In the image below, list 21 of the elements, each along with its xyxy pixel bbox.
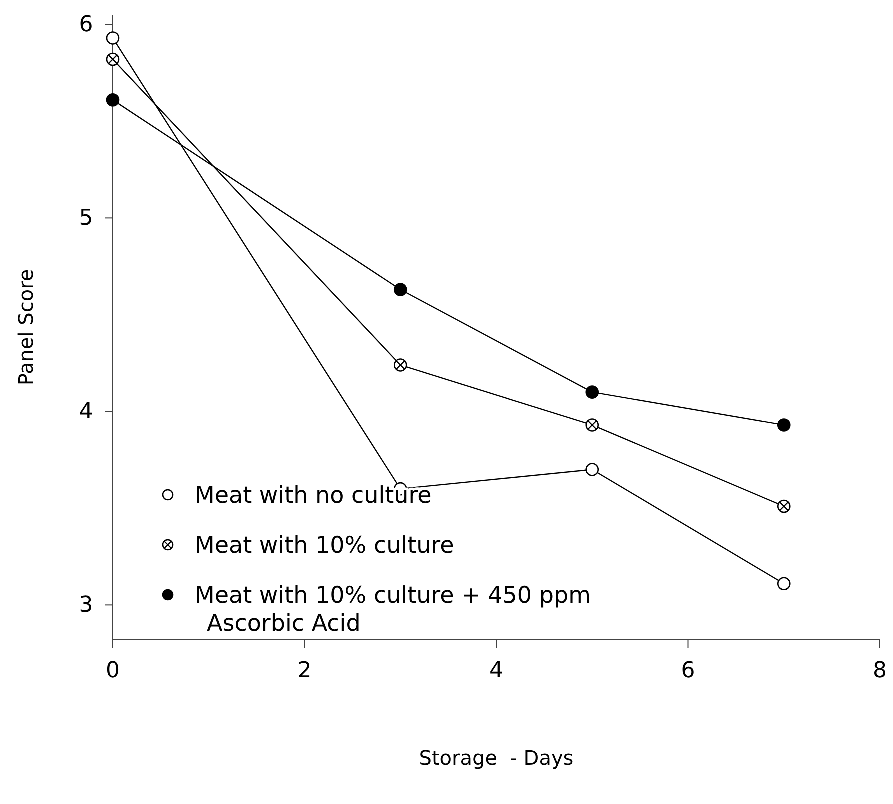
x-tick-label: 0 <box>106 658 120 684</box>
x-tick-label: 2 <box>298 658 312 684</box>
x-axis-title: Storage - Days <box>419 746 574 770</box>
x-tick-label: 8 <box>873 658 887 684</box>
point <box>586 386 600 399</box>
y-tick-label: 5 <box>79 206 94 232</box>
point <box>777 418 791 432</box>
point <box>106 32 120 45</box>
legend-label: Meat with 10% culture + 450 ppm Ascorbic Acid <box>195 583 591 637</box>
y-tick-label: 4 <box>79 400 94 425</box>
legend-label: Meat with no culture <box>195 483 432 509</box>
point <box>106 93 120 107</box>
legend-label: Meat with 10% culture <box>195 533 454 559</box>
point <box>586 463 600 476</box>
y-tick-label: 3 <box>79 593 94 618</box>
point <box>394 283 408 296</box>
y-tick-label: 6 <box>79 12 94 38</box>
x-tick-label: 4 <box>490 658 504 684</box>
point <box>777 577 791 591</box>
y-axis-title: Panel Score <box>14 269 38 386</box>
x-tick-label: 6 <box>681 658 696 684</box>
